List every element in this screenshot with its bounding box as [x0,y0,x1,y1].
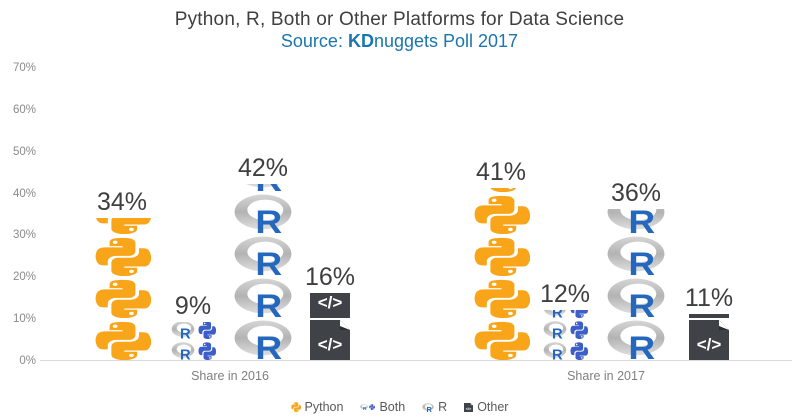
bar-value-label: 42% [237,154,289,182]
python-icon [473,318,530,360]
python-icon [94,318,151,360]
y-axis-tick-label: 60% [12,103,36,116]
python-icon [473,234,530,276]
r-and-python-pair-icon [542,310,588,318]
bar-both-2016 [170,322,216,360]
python-icon [291,402,301,412]
y-axis-tick-label: 40% [12,187,36,200]
y-axis-tick-label: 30% [12,229,36,242]
bar-python-2016 [94,218,151,360]
r-logo-icon [171,322,195,339]
code-file-icon [309,318,351,360]
bar-r-2016 [234,184,292,360]
r-logo-icon [234,184,292,192]
code-file-icon [688,314,730,318]
python-icon [94,276,151,318]
legend-label: Other [477,400,509,414]
subtitle-prefix: Source: [280,31,348,51]
r-and-python-pair-icon [542,339,588,360]
chart-subtitle: Source: KDnuggets Poll 2017 [0,31,799,52]
bar-value-label: 36% [610,179,662,207]
bar-value-label: 16% [304,263,356,291]
code-file-icon [309,293,351,318]
r-logo-icon [171,342,195,360]
python-icon [570,310,588,318]
r-logo-icon [543,342,567,360]
r-logo-icon [543,310,567,318]
category-label: Share in 2016 [191,369,269,383]
r-logo-icon [234,234,292,276]
legend-label: Python [304,400,344,414]
r-logo-icon [422,403,434,412]
code-file-icon [688,318,730,360]
bar-value-label: 41% [475,158,527,186]
subtitle-rest: nuggets Poll 2017 [373,31,519,51]
legend-item-python: Python [291,400,344,414]
python-icon [198,322,216,339]
python-icon [198,342,216,360]
r-logo-icon [234,318,292,360]
r-logo-icon [607,209,665,234]
r-and-python-pair-icon [170,322,216,339]
y-axis-tick-label: 50% [12,145,36,158]
y-axis-tick-label: 10% [12,313,36,326]
chart-title: Python, R, Both or Other Platforms for D… [174,9,625,30]
bar-other-2017 [688,314,730,360]
legend-label: R [438,400,448,414]
bar-python-2017 [473,188,530,360]
bar-r-2017 [607,209,665,360]
python-icon [570,342,588,360]
r-logo-icon [234,276,292,318]
r-and-python-pair-icon [542,318,588,339]
legend-label: Both [379,400,406,414]
legend-item-other: Other [464,400,508,414]
python-icon [94,234,151,276]
r-logo-icon [607,276,665,318]
legend-item-r: R [422,400,447,414]
y-axis-tick-label: 0% [19,355,36,367]
r-logo-icon [607,318,665,360]
r-and-python-pair-icon [170,339,216,360]
r-logo-icon [607,234,665,276]
x-axis-baseline [40,360,792,361]
subtitle-brand: KD [347,31,374,51]
python-icon [473,188,530,192]
r-and-python-pair-icon [360,404,375,410]
bar-other-2016 [309,293,351,360]
python-icon [570,321,588,339]
bar-value-label: 11% [684,284,734,312]
bar-value-label: 9% [174,292,212,320]
python-icon [473,192,530,234]
bar-value-label: 34% [96,188,148,216]
bar-value-label: 12% [539,280,591,308]
y-axis-tick-label: 70% [12,62,36,74]
r-logo-icon [234,192,292,234]
python-icon [94,218,151,234]
code-file-icon [464,403,473,412]
bar-both-2017 [542,310,588,360]
legend: Python Both R Other [0,400,799,414]
r-logo-icon [543,321,567,339]
y-axis-tick-label: 20% [12,271,36,284]
legend-item-both: Both [360,400,405,414]
category-label: Share in 2017 [567,369,645,383]
